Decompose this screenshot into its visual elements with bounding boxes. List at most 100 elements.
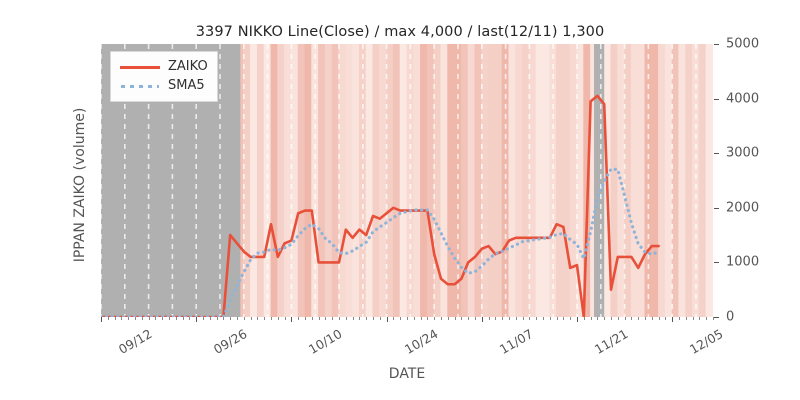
x-tick-mark-major <box>196 317 198 322</box>
x-tick-mark-minor <box>556 317 558 320</box>
x-tick-mark-minor <box>461 317 463 320</box>
x-tick-mark-minor <box>502 317 504 320</box>
x-tick-mark-minor <box>400 317 402 320</box>
y-tick-mark <box>714 44 719 45</box>
x-tick-mark-minor <box>475 317 476 320</box>
x-tick-mark-minor <box>155 317 157 320</box>
x-tick-mark-minor <box>543 317 544 320</box>
x-tick-mark-minor <box>624 317 626 320</box>
x-tick-label: 10/24 <box>401 326 441 358</box>
x-tick-mark-minor <box>413 317 415 320</box>
x-tick-mark-minor <box>590 317 592 320</box>
data-series <box>101 94 661 317</box>
x-tick-mark-minor <box>509 317 510 320</box>
x-tick-mark-minor <box>454 317 456 320</box>
y-tick-label: 5000 <box>726 36 760 52</box>
x-tick-label: 12/05 <box>687 326 726 358</box>
x-tick-mark-minor <box>189 317 191 320</box>
x-tick-mark-minor <box>114 317 116 320</box>
x-tick-mark-minor <box>515 317 517 320</box>
x-tick-label: 11/07 <box>496 326 536 358</box>
x-tick-mark-minor <box>284 317 286 320</box>
x-tick-mark-minor <box>536 317 538 320</box>
x-tick-mark-minor <box>318 317 320 320</box>
x-tick-mark-minor <box>658 317 660 320</box>
plot-svg <box>101 44 713 317</box>
x-tick-mark-minor <box>216 317 218 320</box>
x-tick-mark-minor <box>638 317 640 320</box>
plot-area <box>101 44 713 317</box>
x-tick-mark-minor <box>332 317 334 320</box>
x-tick-mark-minor <box>495 317 497 320</box>
x-tick-mark-minor <box>611 317 612 320</box>
x-tick-mark-minor <box>645 317 646 320</box>
x-tick-mark-minor <box>298 317 300 320</box>
x-tick-label: 11/21 <box>591 326 631 358</box>
x-tick-mark-minor <box>209 317 211 320</box>
x-tick-mark-minor <box>665 317 667 320</box>
x-tick-mark-minor <box>135 317 136 320</box>
x-tick-mark-minor <box>379 317 381 320</box>
x-tick-mark-minor <box>583 317 585 320</box>
x-tick-mark-minor <box>570 317 572 320</box>
x-tick-mark-minor <box>128 317 130 320</box>
x-tick-mark-minor <box>563 317 565 320</box>
y-tick-label: 0 <box>726 309 735 325</box>
x-tick-mark-minor <box>311 317 313 320</box>
x-tick-mark-minor <box>488 317 490 320</box>
x-tick-mark-minor <box>434 317 436 320</box>
x-tick-mark-minor <box>529 317 531 320</box>
x-tick-mark-major <box>291 317 293 322</box>
x-tick-mark-minor <box>352 317 354 320</box>
y-tick-label: 3000 <box>726 145 760 161</box>
x-tick-mark-minor <box>393 317 395 320</box>
x-tick-mark-major <box>101 317 102 322</box>
x-tick-mark-minor <box>257 317 259 320</box>
chart-legend: ZAIKO SMA5 <box>110 51 218 102</box>
y-tick-mark <box>714 153 719 155</box>
x-tick-mark-minor <box>182 317 184 320</box>
x-tick-label: 09/12 <box>115 326 155 358</box>
x-tick-mark-minor <box>223 317 225 320</box>
x-tick-mark-minor <box>679 317 680 320</box>
legend-item-zaiko: ZAIKO <box>120 57 208 76</box>
x-tick-label: 09/26 <box>211 326 250 358</box>
x-tick-mark-minor <box>277 317 279 320</box>
x-tick-label: 10/10 <box>306 326 345 358</box>
x-tick-mark-minor <box>427 317 429 320</box>
x-tick-mark-minor <box>230 317 232 320</box>
x-tick-mark-minor <box>359 317 361 320</box>
x-axis-title: DATE <box>388 366 426 382</box>
y-tick-mark <box>714 262 719 264</box>
x-tick-mark-minor <box>121 317 123 320</box>
x-tick-mark-minor <box>345 317 347 320</box>
x-tick-mark-major <box>481 317 483 322</box>
x-tick-mark-minor <box>604 317 606 320</box>
x-tick-mark-minor <box>468 317 470 320</box>
x-tick-mark-minor <box>339 317 340 320</box>
x-tick-mark-minor <box>325 317 327 320</box>
background-bands <box>101 44 713 317</box>
x-tick-mark-minor <box>447 317 449 320</box>
y-tick-label: 2000 <box>726 200 760 216</box>
x-tick-mark-minor <box>692 317 694 320</box>
x-tick-mark-minor <box>305 317 306 320</box>
x-tick-mark-minor <box>264 317 266 320</box>
x-tick-mark-major <box>672 317 674 322</box>
x-tick-mark-minor <box>271 317 272 320</box>
x-tick-mark-major <box>577 317 578 322</box>
x-tick-mark-minor <box>699 317 701 320</box>
x-tick-mark-minor <box>203 317 204 320</box>
legend-swatch-dotted-line-icon <box>120 80 160 92</box>
x-tick-mark-minor <box>685 317 687 320</box>
x-tick-mark-minor <box>107 317 109 320</box>
x-tick-mark-minor <box>617 317 619 320</box>
x-tick-mark-minor <box>522 317 524 320</box>
y-tick-mark <box>714 98 719 100</box>
x-tick-mark-minor <box>237 317 238 320</box>
x-tick-mark-minor <box>175 317 177 320</box>
legend-item-sma5: SMA5 <box>120 76 208 95</box>
x-tick-mark-minor <box>549 317 551 320</box>
y-tick-mark <box>714 317 719 318</box>
